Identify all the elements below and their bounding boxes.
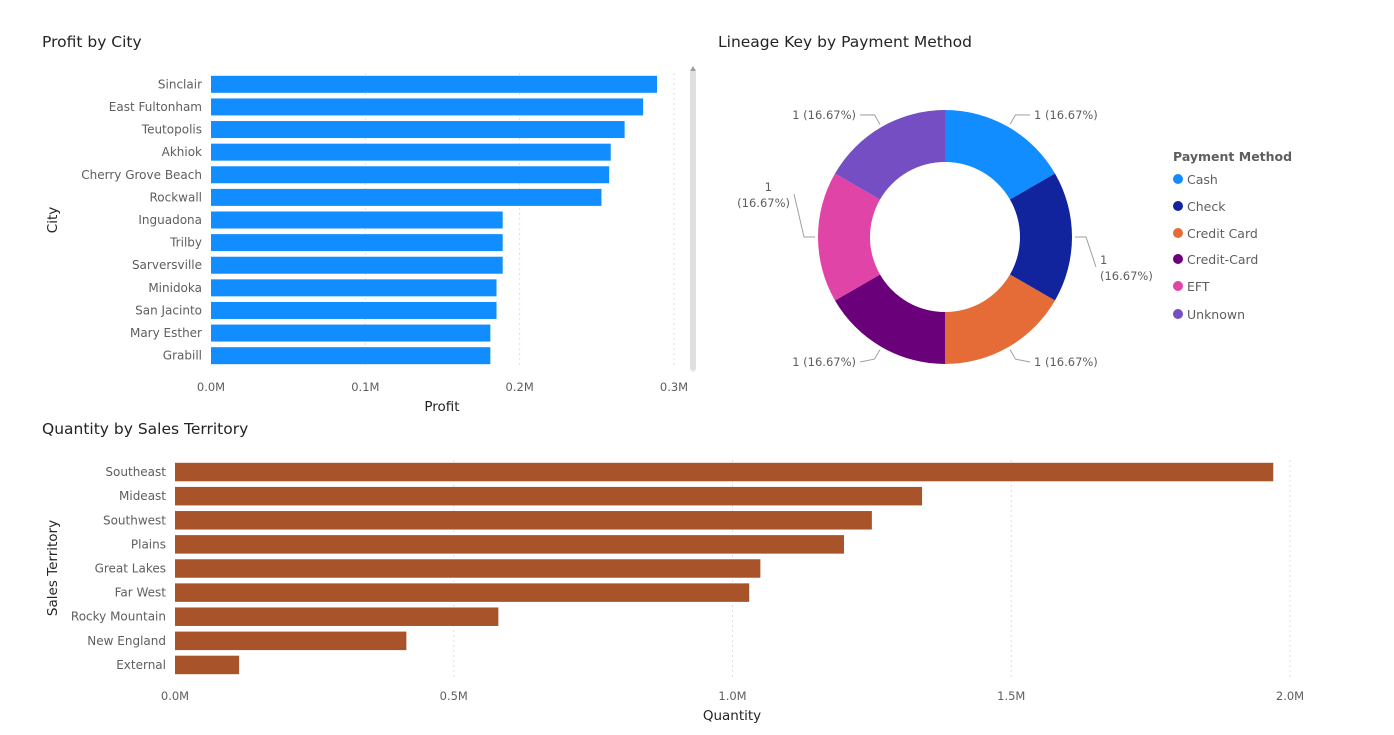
data-label: 1 (16.67%) — [792, 355, 856, 369]
bar — [211, 301, 497, 319]
bar — [175, 559, 761, 578]
legend-label: EFT — [1187, 279, 1210, 294]
y-category-label: Southeast — [105, 465, 166, 479]
legend-label: Unknown — [1187, 307, 1245, 322]
donut-slice — [945, 110, 1055, 200]
bar — [175, 607, 499, 626]
data-label: 1 (16.67%) — [792, 108, 856, 122]
x-tick-label: 2.0M — [1276, 689, 1304, 703]
bar — [211, 121, 625, 139]
bar — [175, 486, 923, 506]
leader-line — [793, 193, 815, 238]
scrollbar-thumb — [690, 70, 696, 370]
bar — [211, 256, 503, 274]
bar — [211, 279, 497, 297]
y-category-label: Trilby — [169, 236, 202, 250]
y-category-label: Akhiok — [162, 145, 202, 159]
x-tick-label: 1.5M — [997, 689, 1025, 703]
data-label: 1 — [765, 180, 772, 194]
x-tick-label: 0.1M — [351, 380, 379, 394]
y-category-label: Sinclair — [158, 77, 202, 91]
y-category-label: Cherry Grove Beach — [81, 168, 202, 182]
legend-label: Check — [1187, 199, 1226, 214]
legend-title: Payment Method — [1173, 149, 1292, 164]
y-category-label: Sarversville — [132, 258, 202, 272]
donut-slice — [835, 274, 945, 364]
y-category-label: New England — [87, 634, 166, 648]
bar — [211, 166, 610, 184]
donut-slice — [945, 274, 1055, 364]
bar — [211, 347, 491, 365]
y-category-label: Plains — [131, 537, 166, 551]
bar — [211, 211, 503, 229]
x-axis-title: Quantity — [703, 708, 761, 724]
leader-line — [1009, 114, 1031, 125]
y-category-label: East Fultonham — [109, 100, 202, 114]
data-label: (16.67%) — [1100, 269, 1153, 283]
y-category-label: External — [116, 658, 166, 672]
bar — [175, 655, 240, 675]
legend-marker — [1173, 254, 1183, 264]
y-category-label: Rocky Mountain — [71, 610, 166, 624]
x-tick-label: 1.0M — [718, 689, 746, 703]
y-category-label: Mideast — [119, 489, 166, 503]
bar — [175, 462, 1274, 482]
legend-marker — [1173, 201, 1183, 211]
y-axis-title: City — [45, 207, 61, 233]
legend-marker — [1173, 281, 1183, 291]
y-category-label: Great Lakes — [95, 562, 166, 576]
data-label: (16.67%) — [737, 196, 790, 210]
donut-slice — [835, 110, 945, 200]
bar — [211, 234, 503, 252]
bar — [175, 631, 407, 651]
leader-line — [1009, 349, 1031, 363]
y-category-label: Minidoka — [148, 281, 202, 295]
bar — [175, 511, 872, 530]
bar — [211, 143, 611, 161]
scroll-up-icon — [690, 66, 696, 71]
y-category-label: Mary Esther — [130, 326, 202, 340]
leader-line — [1075, 236, 1097, 268]
x-tick-label: 0.0M — [197, 380, 225, 394]
y-axis-title: Sales Territory — [45, 520, 61, 616]
legend-marker — [1173, 228, 1183, 238]
y-category-label: Inguadona — [138, 213, 202, 227]
donut-slice — [818, 173, 881, 301]
chart-title: Lineage Key by Payment Method — [718, 33, 972, 51]
y-category-label: Far West — [115, 586, 167, 600]
x-axis-title: Profit — [424, 399, 459, 415]
y-category-label: Grabill — [163, 349, 202, 363]
bar — [211, 75, 658, 93]
legend-label: Credit-Card — [1187, 252, 1258, 267]
donut-slice — [1009, 173, 1072, 301]
legend-marker — [1173, 174, 1183, 184]
legend-label: Cash — [1187, 172, 1218, 187]
x-tick-label: 0.3M — [660, 380, 688, 394]
y-category-label: San Jacinto — [135, 303, 202, 317]
data-label: 1 (16.67%) — [1034, 108, 1098, 122]
legend-marker — [1173, 309, 1183, 319]
y-category-label: Teutopolis — [141, 123, 202, 137]
bar — [211, 188, 602, 206]
leader-line — [859, 349, 881, 363]
legend-label: Credit Card — [1187, 226, 1258, 241]
x-tick-label: 0.2M — [506, 380, 534, 394]
chart-title: Quantity by Sales Territory — [42, 420, 249, 438]
y-category-label: Rockwall — [149, 190, 202, 204]
bar — [211, 324, 491, 342]
bar — [175, 535, 844, 554]
y-category-label: Southwest — [103, 513, 166, 527]
data-label: 1 — [1100, 253, 1107, 267]
bar — [175, 583, 750, 602]
data-label: 1 (16.67%) — [1034, 355, 1098, 369]
bar — [211, 98, 644, 116]
leader-line — [859, 114, 881, 125]
x-tick-label: 0.0M — [161, 689, 189, 703]
x-tick-label: 0.5M — [440, 689, 468, 703]
chart-title: Profit by City — [42, 33, 142, 51]
